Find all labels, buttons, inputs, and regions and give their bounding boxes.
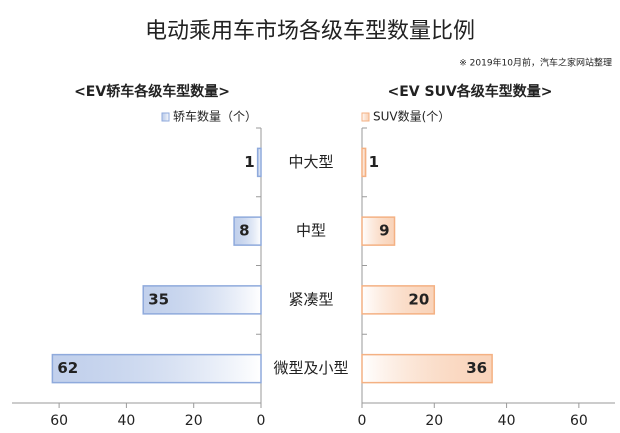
bar: [142, 285, 262, 315]
bar: [361, 353, 493, 384]
value-label: 20: [408, 290, 429, 308]
x-tick-label: 60: [50, 413, 68, 429]
value-label: 36: [466, 359, 487, 377]
legend-swatch: [161, 112, 170, 122]
legend-swatch: [361, 112, 370, 122]
category-label: 紧凑型: [288, 290, 333, 308]
x-tick-label: 40: [117, 413, 135, 429]
value-label: 1: [244, 153, 254, 171]
x-tick-label: 40: [498, 413, 516, 429]
category-label: 中大型: [288, 153, 333, 171]
bar: [361, 285, 436, 315]
bar: [51, 353, 262, 384]
x-tick-label: 60: [570, 413, 588, 429]
category-label: 中型: [296, 222, 326, 240]
value-label: 1: [369, 153, 379, 171]
x-tick-label: 20: [425, 413, 443, 429]
bar: [361, 147, 367, 178]
value-label: 8: [239, 222, 249, 240]
panel-title: <EV轿车各级车型数量>: [74, 83, 230, 100]
legend-label: 轿车数量（个）: [173, 109, 257, 124]
legend-label: SUV数量(个）: [373, 109, 450, 124]
x-tick-label: 0: [358, 413, 367, 429]
value-label: 35: [148, 290, 169, 308]
bar: [361, 216, 396, 246]
x-tick-label: 20: [185, 413, 203, 429]
note: ※ 2019年10月前，汽车之家网站整理: [459, 57, 612, 69]
category-label: 微型及小型: [273, 359, 348, 377]
bar: [233, 216, 262, 246]
panel-title: <EV SUV各级车型数量>: [387, 83, 552, 100]
x-tick-label: 0: [257, 413, 266, 429]
bar: [256, 147, 262, 178]
value-label: 9: [379, 222, 389, 240]
chart-title: 电动乘用车市场各级车型数量比例: [145, 19, 475, 44]
value-label: 62: [57, 359, 78, 377]
